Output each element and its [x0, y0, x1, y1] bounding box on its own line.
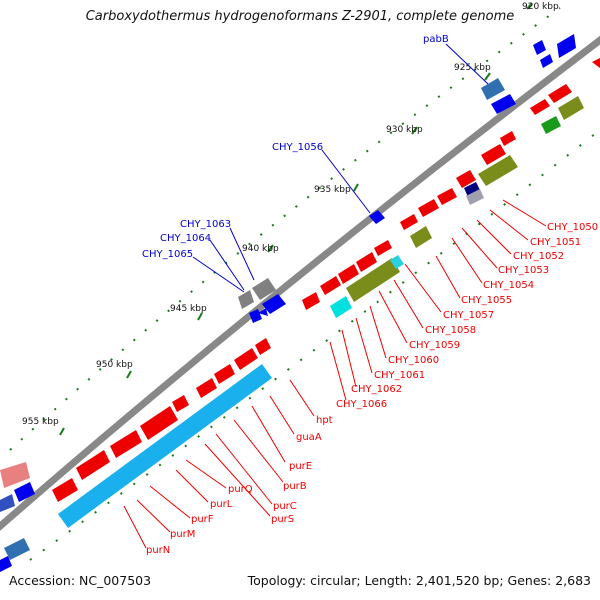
gene-forward [557, 34, 576, 58]
gene-label-chy-1059: CHY_1059 [409, 340, 460, 351]
kbp-950: 950 kbp [96, 360, 133, 370]
gene-reverse [214, 364, 235, 384]
gene-label-chy-1060: CHY_1060 [388, 355, 439, 366]
gene-label-purB: purB [283, 481, 307, 492]
gene-forward [540, 54, 553, 68]
gene-reverse [172, 395, 189, 412]
gene-forward [369, 210, 385, 224]
gene-label-chy-1055: CHY_1055 [461, 295, 512, 306]
gene-pink [0, 462, 30, 488]
gene-label-pabB: pabB [423, 34, 449, 45]
gene-label-chy-1056: CHY_1056 [272, 142, 323, 153]
gene-olive [478, 155, 518, 186]
gene-grey [252, 278, 276, 300]
red-gene-labels: CHY_1050 CHY_1051 CHY_1052 CHY_1053 CHY_… [146, 222, 598, 556]
gene-reverse [76, 450, 110, 480]
gene-forward [258, 308, 268, 316]
gene-label-chy-1066: CHY_1066 [336, 399, 387, 410]
gene-label-chy-1064: CHY_1064 [160, 233, 211, 244]
gene-forward [491, 94, 516, 114]
gene-grey [238, 290, 254, 309]
gene-reverse [356, 252, 377, 272]
gene-forward [4, 538, 30, 560]
gene-label-chy-1062: CHY_1062 [351, 384, 402, 395]
forward-genes [0, 34, 576, 572]
gene-reverse [140, 406, 178, 440]
gene-forward [464, 182, 480, 197]
gene-reverse [500, 131, 516, 146]
red-connectors [123, 199, 547, 549]
gene-label-chy-1050: CHY_1050 [547, 222, 598, 233]
gene-forward [14, 482, 35, 502]
tick-ring [9, 2, 561, 451]
gene-label-purL: purL [210, 499, 233, 510]
map-title: Carboxydothermus hydrogenoformans Z-2901… [85, 9, 515, 24]
gene-reverse [196, 378, 217, 398]
gene-forward [0, 556, 12, 572]
gene-cyan [58, 364, 272, 528]
gene-forward [0, 494, 15, 512]
gene-label-chy-1054: CHY_1054 [483, 280, 534, 291]
gene-reverse [456, 170, 476, 188]
gene-label-purE: purE [289, 461, 312, 472]
gene-reverse [481, 144, 506, 165]
gene-reverse [338, 264, 359, 284]
gene-label-chy-1063: CHY_1063 [180, 219, 231, 230]
kbp-955: 955 kbp [22, 417, 59, 427]
gene-reverse [548, 84, 572, 103]
gene-reverse [418, 199, 439, 217]
kbp-920: 920 kbp [522, 2, 559, 12]
kbp-labels: 920 kbp 925 kbp 930 kbp 935 kbp 940 kbp … [22, 2, 559, 427]
gene-label-purM: purM [170, 529, 195, 540]
gene-reverse [437, 188, 457, 205]
gene-label-guaA: guaA [296, 432, 322, 443]
gene-label-chy-1058: CHY_1058 [425, 325, 476, 336]
gene-label-purC: purC [273, 501, 297, 512]
gene-label-chy-1053: CHY_1053 [498, 265, 549, 276]
gene-reverse [302, 292, 320, 310]
kbp-935: 935 kbp [314, 185, 351, 195]
kbp-930: 930 kbp [386, 125, 423, 135]
gene-reverse [320, 276, 341, 295]
gene-label-purF: purF [191, 514, 214, 525]
gene-label-chy-1065: CHY_1065 [142, 249, 193, 260]
gene-forward [466, 189, 484, 205]
genome-backbone [0, 35, 600, 531]
gene-label-chy-1057: CHY_1057 [443, 310, 494, 321]
gene-reverse [400, 214, 418, 230]
gene-label-purN: purN [146, 545, 170, 556]
kbp-940: 940 kbp [242, 244, 279, 254]
gene-forward [249, 309, 262, 323]
gene-label-chy-1052: CHY_1052 [513, 251, 564, 262]
gene-forward [262, 294, 286, 314]
blue-connectors [192, 43, 489, 293]
gene-label-chy-1061: CHY_1061 [374, 370, 425, 381]
gene-olive [346, 258, 400, 302]
gene-reverse [592, 58, 600, 68]
gene-label-chy-1051: CHY_1051 [530, 237, 581, 248]
gene-reverse [52, 478, 78, 502]
gene-forward [481, 78, 505, 100]
gene-reverse [234, 348, 258, 370]
topology-text: Topology: circular; Length: 2,401,520 bp… [247, 573, 591, 588]
kbp-945: 945 kbp [170, 304, 207, 314]
gene-label-purS: purS [271, 514, 294, 525]
reverse-genes [52, 58, 600, 528]
gene-forward [533, 40, 546, 55]
gene-olive [558, 96, 584, 120]
gene-label-hpt: hpt [316, 415, 333, 426]
gene-reverse [374, 240, 392, 256]
accession-text: Accession: NC_007503 [9, 573, 152, 588]
gene-cyan [390, 255, 404, 269]
gene-reverse [110, 430, 142, 458]
kbp-925: 925 kbp [454, 63, 491, 73]
blue-gene-labels: pabB CHY_1056 CHY_1063 CHY_1064 CHY_1065 [142, 34, 449, 260]
gene-cyan [330, 296, 352, 318]
gene-reverse [530, 99, 550, 115]
gene-reverse [255, 338, 271, 355]
gene-label-purQ: purQ [228, 484, 253, 495]
gene-green [541, 116, 561, 134]
gene-olive [410, 226, 432, 248]
